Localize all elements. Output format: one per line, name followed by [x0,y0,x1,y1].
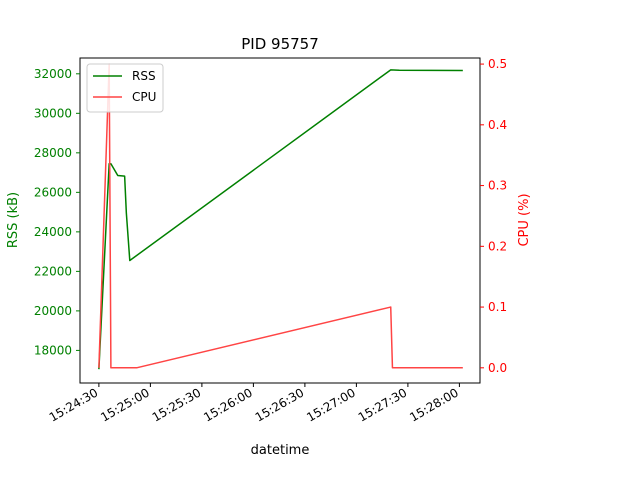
y-axis-right: 0.0 0.1 0.2 0.3 0.4 0.5 [480,57,507,375]
y-axis-right-label: CPU (%) [517,193,532,246]
y-left-tick-label: 32000 [34,67,72,81]
legend-rss-label: RSS [132,69,156,83]
y-left-tick-label: 28000 [34,146,72,160]
y-right-tick-label: 0.0 [488,361,507,375]
y-right-tick-label: 0.2 [488,239,507,253]
y-left-tick-label: 22000 [34,264,72,278]
legend: RSS CPU [86,63,164,113]
y-left-tick-label: 24000 [34,225,72,239]
y-left-tick-label: 18000 [34,343,72,357]
plot-frame [79,57,481,384]
y-right-tick-label: 0.3 [488,179,507,193]
y-left-tick-label: 20000 [34,304,72,318]
y-left-tick-label: 26000 [34,185,72,199]
y-left-tick-label: 30000 [34,106,72,120]
y-right-tick-label: 0.1 [488,300,507,314]
y-axis-left-label: RSS (kB) [6,192,21,248]
y-right-tick-label: 0.4 [488,118,507,132]
legend-cpu-label: CPU [132,90,156,104]
x-axis-label: datetime [251,443,310,458]
y-right-tick-label: 0.5 [488,57,507,71]
y-axis-left: 18000 20000 22000 24000 26000 28000 30000 32000 [34,67,80,357]
chart-title: PID 95757 [241,35,319,53]
